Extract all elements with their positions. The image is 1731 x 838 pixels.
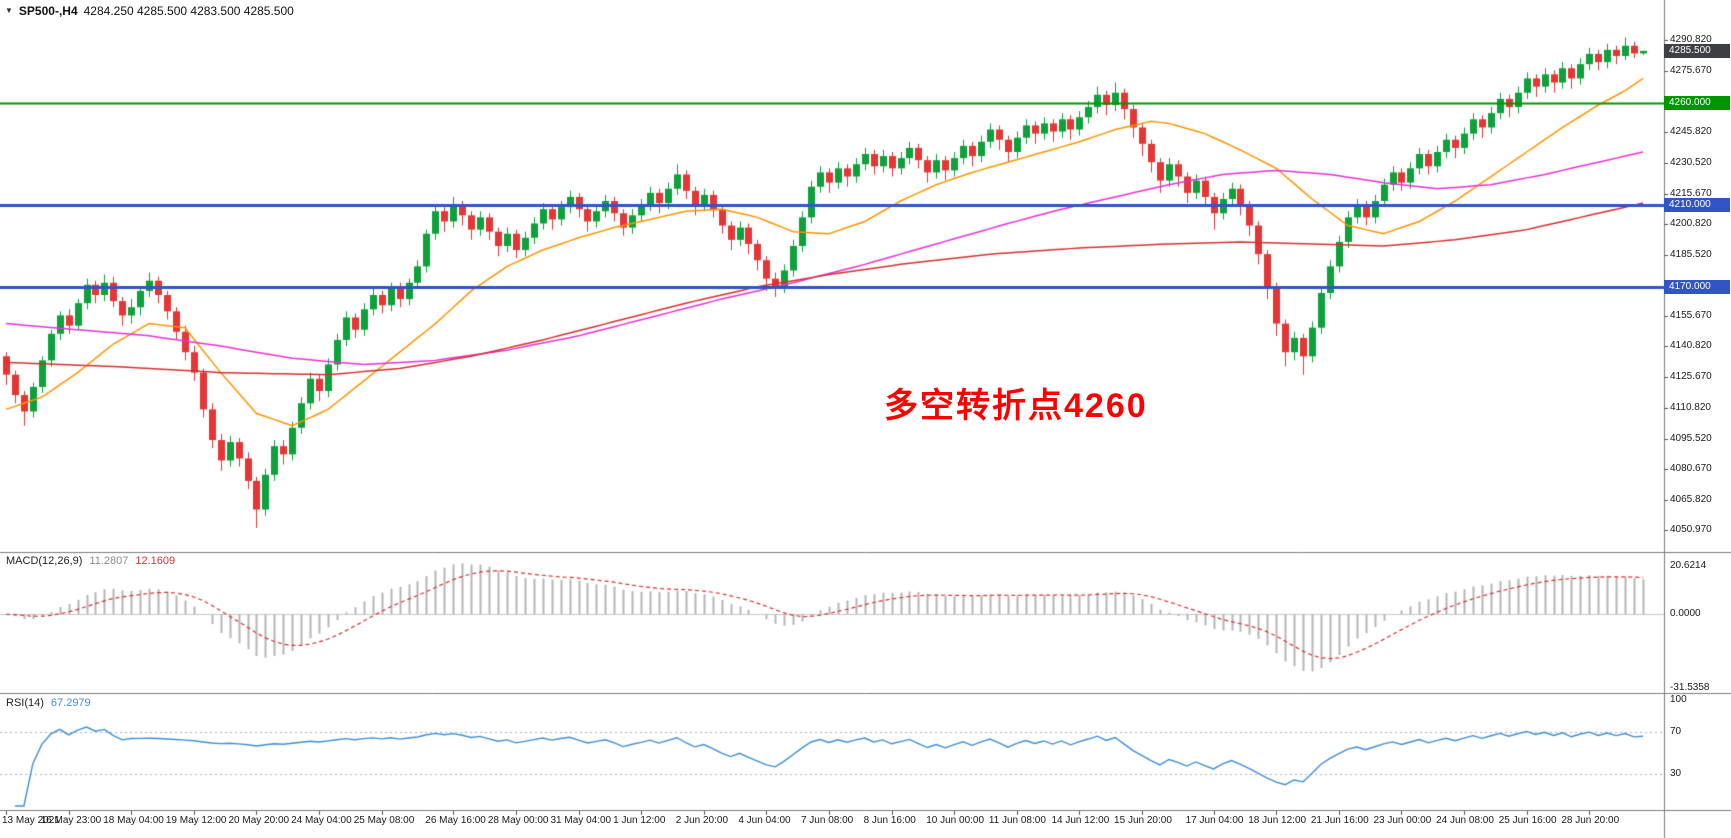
price-axis-tick-label: 4200.820 xyxy=(1670,217,1712,229)
macd-axis-label: 0.0000 xyxy=(1670,608,1701,620)
price-axis-tick-label: 4080.670 xyxy=(1670,463,1712,475)
rsi-axis-label: 30 xyxy=(1670,768,1682,780)
time-axis-label: 23 Jun 00:00 xyxy=(1373,815,1432,826)
time-axis-label: 21 Jun 16:00 xyxy=(1310,815,1369,826)
price-axis-tick-label: 4215.670 xyxy=(1670,187,1712,199)
ohlc-values-label: 4284.250 4285.500 4283.500 4285.500 xyxy=(83,4,294,18)
time-axis-label: 20 May 20:00 xyxy=(228,815,290,826)
rsi-axis-label: 70 xyxy=(1670,725,1682,737)
time-axis-label: 11 Jun 08:00 xyxy=(988,815,1046,826)
time-axis-label: 25 May 08:00 xyxy=(353,815,415,826)
macd-signal-value: 12.1609 xyxy=(135,555,176,567)
time-axis-label: 7 Jun 08:00 xyxy=(800,815,854,826)
time-axis-label: 16 May 23:00 xyxy=(40,815,102,826)
price-axis-tick-label: 4095.520 xyxy=(1670,432,1712,444)
time-axis-label: 2 Jun 20:00 xyxy=(675,815,728,826)
price-axis-tick-label: 4230.520 xyxy=(1670,157,1712,169)
price-axis-tick-label: 4290.820 xyxy=(1670,34,1712,45)
symbol-dropdown-icon[interactable]: ▼ xyxy=(5,6,13,15)
price-axis-tick-label: 4065.820 xyxy=(1670,493,1712,505)
time-axis-label: 19 May 12:00 xyxy=(165,815,227,826)
time-axis-label: 25 Jun 16:00 xyxy=(1498,815,1557,826)
price-axis-tick-label: 4050.970 xyxy=(1670,524,1712,535)
rsi-axis-label: 100 xyxy=(1670,694,1687,705)
time-axis-label: 14 Jun 12:00 xyxy=(1051,815,1110,826)
rsi-indicator-label-row: RSI(14) 67.2979 xyxy=(6,697,91,709)
price-axis-tick-label: 4110.820 xyxy=(1670,401,1711,413)
price-axis-tick-label: 4125.670 xyxy=(1670,371,1712,383)
time-axis-label: 28 Jun 20:00 xyxy=(1561,815,1620,826)
time-axis-label: 10 Jun 00:00 xyxy=(926,815,985,826)
price-axis-tick-label: 4140.820 xyxy=(1670,340,1712,352)
time-axis-label: 1 Jun 12:00 xyxy=(613,815,666,826)
price-level-tag: 4210.000 xyxy=(1664,198,1730,213)
macd-label: MACD(12,26,9) xyxy=(6,555,83,567)
time-axis-label: 26 May 16:00 xyxy=(425,815,486,826)
symbol-timeframe-label: SP500-,H4 xyxy=(18,4,78,18)
chart-annotation-text[interactable]: 多空转折点4260 xyxy=(884,387,1148,425)
time-axis-label: 18 May 04:00 xyxy=(103,815,164,826)
macd-indicator-label-row: MACD(12,26,9) 11.2807 12.1609 xyxy=(6,555,175,567)
rsi-label: RSI(14) xyxy=(6,697,44,709)
price-level-tag: 4260.000 xyxy=(1664,95,1730,110)
macd-axis-label: -31.5358 xyxy=(1670,682,1710,693)
price-axis-tick-label: 4275.670 xyxy=(1670,64,1712,76)
price-axis-tick-label: 4155.670 xyxy=(1670,310,1712,322)
time-axis-label: 24 May 04:00 xyxy=(291,815,352,826)
macd-main-value: 11.2807 xyxy=(89,555,129,567)
price-level-tag: 4170.000 xyxy=(1664,279,1730,294)
time-axis-label: 24 Jun 08:00 xyxy=(1436,815,1494,826)
rsi-value: 67.2979 xyxy=(50,697,91,709)
time-axis-label: 8 Jun 16:00 xyxy=(863,815,916,826)
macd-axis-label: 20.6214 xyxy=(1670,560,1707,571)
time-axis-label: 17 Jun 04:00 xyxy=(1185,815,1244,826)
time-axis-label: 4 Jun 04:00 xyxy=(738,815,791,826)
time-axis-label: 15 Jun 20:00 xyxy=(1114,815,1172,826)
time-axis-label: 31 May 04:00 xyxy=(550,815,612,826)
current-price-tag: 4285.500 xyxy=(1664,43,1730,58)
time-axis-label: 13 May 2021 xyxy=(2,815,60,826)
chart-header: ▼ SP500-,H4 4284.250 4285.500 4283.500 4… xyxy=(5,4,294,18)
price-axis-tick-label: 4185.520 xyxy=(1670,249,1712,261)
time-axis-label: 28 May 00:00 xyxy=(487,815,549,826)
time-axis-label: 18 Jun 12:00 xyxy=(1248,815,1307,826)
price-axis-tick-label: 4245.820 xyxy=(1670,125,1712,137)
